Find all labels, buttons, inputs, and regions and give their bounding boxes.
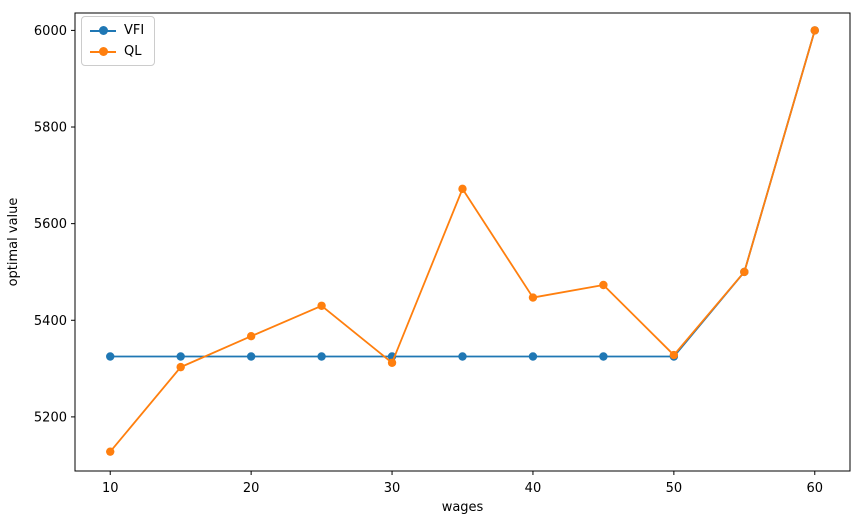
vfi-marker — [246, 352, 256, 361]
vfi-marker — [106, 352, 115, 361]
x-tick-label: 10 — [102, 481, 119, 496]
y-tick-label: 5200 — [34, 410, 67, 425]
y-axis-label: optimal value — [6, 198, 21, 287]
vfi-marker — [528, 352, 538, 361]
x-tick-label: 20 — [243, 481, 260, 496]
ql-legend-marker-icon — [90, 44, 116, 59]
x-axis-label: wages — [442, 500, 484, 515]
axes-frame — [74, 12, 851, 472]
ql-marker — [599, 280, 608, 290]
legend-item-ql: QL — [90, 44, 144, 59]
ql-marker — [176, 362, 185, 372]
axis-ticks: 10 20 30 40 50 60 5200 5400 5600 5800 6000 — [34, 24, 823, 496]
ql-marker — [317, 301, 326, 310]
legend: VFI QL — [81, 16, 156, 66]
y-tick-label: 5600 — [34, 217, 67, 232]
x-tick-label: 40 — [525, 481, 542, 496]
vfi-legend-marker-icon — [90, 23, 116, 38]
y-tick-label: 5400 — [34, 314, 67, 329]
data-series — [106, 26, 819, 456]
vfi-marker — [458, 352, 467, 361]
ql-marker — [106, 447, 115, 456]
y-tick-label: 5800 — [34, 121, 67, 136]
ql-marker — [528, 293, 538, 302]
ql-marker — [669, 350, 679, 360]
vfi-marker — [176, 352, 185, 361]
ql-marker — [740, 267, 749, 277]
vfi-marker — [599, 352, 608, 361]
ql-marker — [458, 184, 467, 194]
ql-line — [109, 29, 816, 453]
vfi-marker — [317, 352, 326, 361]
x-tick-label: 50 — [666, 481, 683, 496]
vfi-line — [109, 29, 816, 358]
y-tick-label: 6000 — [34, 24, 67, 39]
legend-item-vfi: VFI — [90, 23, 144, 38]
ql-marker — [246, 332, 256, 341]
ql-marker — [387, 358, 397, 367]
x-tick-label: 60 — [806, 481, 823, 496]
ql-marker — [810, 26, 819, 35]
legend-label: QL — [124, 44, 142, 59]
x-tick-label: 30 — [384, 481, 401, 496]
legend-label: VFI — [124, 23, 145, 38]
